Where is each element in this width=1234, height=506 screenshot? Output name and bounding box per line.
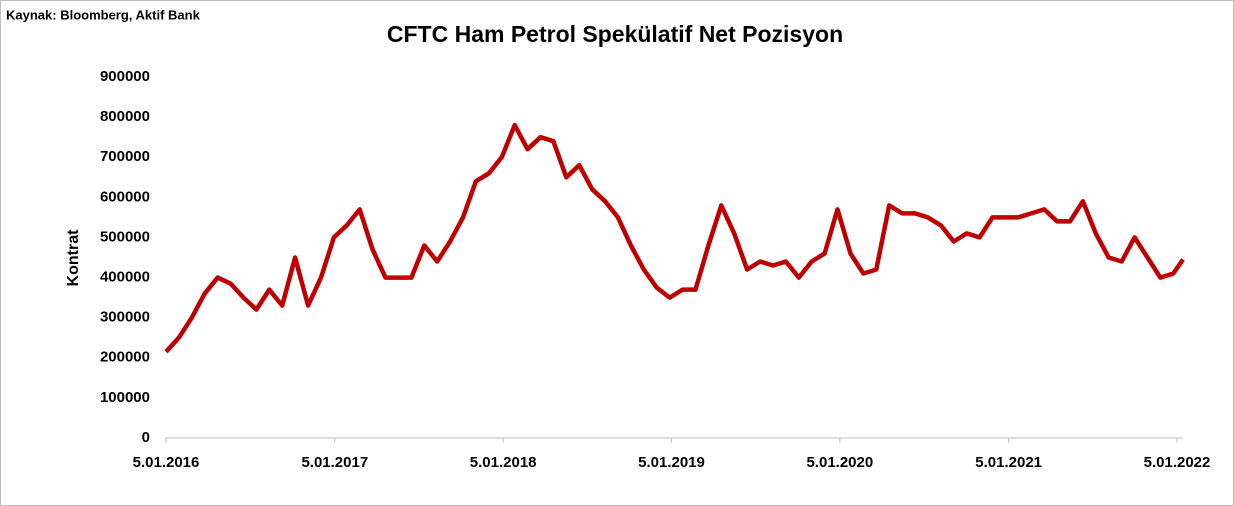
x-tick-label: 5.01.2016 bbox=[133, 454, 200, 471]
y-tick-label: 600000 bbox=[100, 188, 150, 205]
source-note: Kaynak: Bloomberg, Aktif Bank bbox=[6, 7, 201, 22]
chart-title: CFTC Ham Petrol Spekülatif Net Pozisyon bbox=[387, 21, 843, 47]
y-tick-label: 500000 bbox=[100, 228, 150, 245]
y-tick-label: 300000 bbox=[100, 309, 150, 326]
y-tick-label: 400000 bbox=[100, 269, 150, 286]
y-axis-label: Kontrat bbox=[65, 229, 82, 287]
y-tick-label: 900000 bbox=[100, 68, 150, 85]
x-tick-label: 5.01.2019 bbox=[638, 454, 705, 471]
x-tick-label: 5.01.2020 bbox=[806, 454, 873, 471]
x-tick-label: 5.01.2022 bbox=[1144, 454, 1211, 471]
y-tick-label: 200000 bbox=[100, 349, 150, 366]
data-line bbox=[164, 122, 1185, 354]
y-tick-label: 700000 bbox=[100, 148, 150, 165]
y-tick-label: 100000 bbox=[100, 389, 150, 406]
x-tick-label: 5.01.2017 bbox=[301, 454, 368, 471]
x-tick-label: 5.01.2021 bbox=[975, 454, 1042, 471]
x-tick-label: 5.01.2018 bbox=[470, 454, 537, 471]
y-tick-label: 0 bbox=[142, 429, 150, 446]
y-tick-label: 800000 bbox=[100, 108, 150, 125]
